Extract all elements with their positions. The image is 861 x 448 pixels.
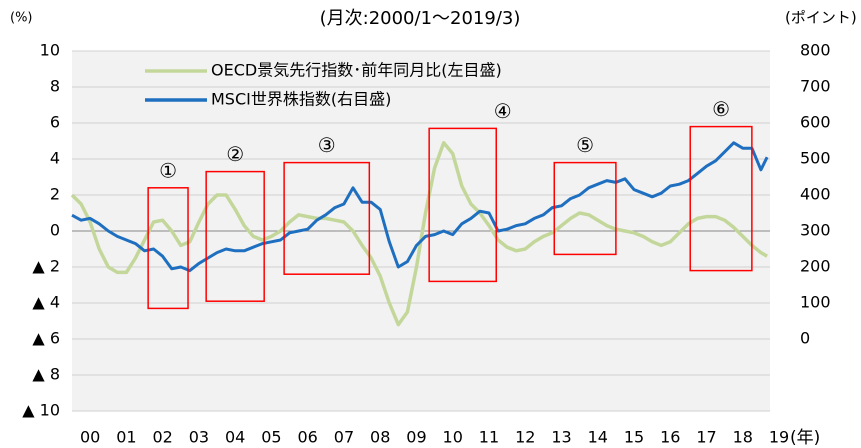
x-tick-label: 05 [261,428,281,447]
x-tick-label: 10 [443,428,463,447]
x-tick-label: 04 [225,428,245,447]
x-tick-label: 17 [696,428,716,447]
y-tick-label: ▲ 10 [22,401,60,420]
legend-label: OECD景気先行指数･前年同月比(左目盛) [211,61,502,80]
x-tick-label: 16 [660,428,680,447]
annotation-label: ⑥ [712,97,730,121]
y2-axis-label: (ポイント) [785,9,857,27]
y2-tick-label: 300 [800,221,831,240]
x-tick-label: 01 [116,428,136,447]
x-tick-label: 03 [189,428,209,447]
y-tick-label: 8 [50,77,60,96]
y2-tick-label: 700 [800,77,831,96]
x-tick-label: 00 [80,428,100,447]
annotation-box [147,187,189,310]
annotation-label: ⑤ [576,133,594,157]
annotation-box [205,170,265,302]
y2-tick-label: 400 [800,185,831,204]
y2-tick-label: 500 [800,149,831,168]
x-tick-label: 06 [298,428,318,447]
x-tick-label: 09 [406,428,426,447]
y2-tick-label: 200 [800,257,831,276]
annotation-label: ④ [494,99,512,123]
y-tick-label: 2 [50,185,60,204]
annotation-box [553,161,617,256]
x-tick-label: 02 [152,428,172,447]
chart-subtitle: (月次:2000/1～2019/3) [320,8,521,29]
x-tick-label: 14 [588,428,608,447]
annotation-box [283,161,371,275]
annotation-box [428,127,497,283]
y2-tick-label: 600 [800,113,831,132]
y-tick-label: 10 [40,41,60,60]
x-tick-label: 08 [370,428,390,447]
y2-tick-label: 800 [800,41,831,60]
annotation-box [689,125,753,272]
x-tick-label: 11 [479,428,499,447]
x-tick-label: 19 [769,428,789,447]
y-axis-label: (%) [10,11,33,26]
annotation-label: ① [159,158,177,182]
annotation-label: ② [226,142,244,166]
x-axis-label: (年) [790,428,820,448]
annotation-label: ③ [318,133,336,157]
y-tick-label: ▲ 6 [32,329,60,348]
y-tick-label: 0 [50,221,60,240]
x-tick-label: 15 [624,428,644,447]
y-tick-label: 4 [50,149,60,168]
legend-label: MSCI世界株指数(右目盛) [211,90,391,109]
x-tick-label: 07 [334,428,354,447]
x-tick-label: 18 [733,428,753,447]
y-tick-label: ▲ 4 [32,293,60,312]
y2-tick-label: 0 [800,329,810,348]
y2-tick-label: 100 [800,293,831,312]
x-tick-label: 12 [515,428,535,447]
y-tick-label: ▲ 2 [32,257,60,276]
y-tick-label: ▲ 8 [32,365,60,384]
y-tick-label: 6 [50,113,60,132]
x-tick-label: 13 [551,428,571,447]
